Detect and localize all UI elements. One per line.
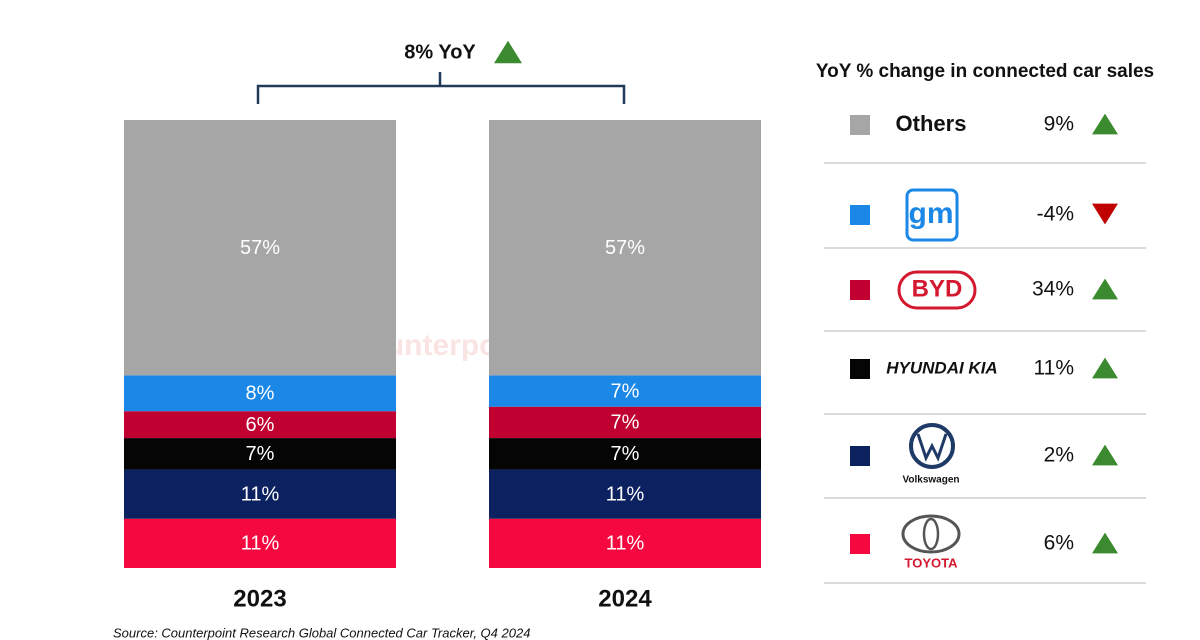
yoy-label: 2% (1044, 444, 1074, 467)
trend-arrow (1092, 444, 1118, 466)
legend-label: gm (909, 197, 954, 230)
legend-swatch (850, 205, 870, 225)
legend-swatch (850, 534, 870, 554)
bar-segment (124, 438, 396, 470)
yoy-label: 34% (1032, 278, 1074, 301)
legend-label: Others (896, 111, 967, 136)
trend-arrow (1092, 278, 1118, 300)
bar-segment (124, 518, 396, 568)
value-label: 7% (246, 443, 275, 465)
value-label: 11% (241, 483, 280, 505)
value-label: 7% (611, 412, 640, 434)
logo-ellipse (901, 514, 961, 554)
bar-segment (124, 411, 396, 439)
value-label: 11% (241, 533, 280, 555)
value-label: 7% (611, 380, 640, 402)
bracket (256, 72, 626, 104)
trend-arrow (1092, 203, 1118, 225)
value-label: 6% (246, 414, 275, 436)
logo-box (897, 270, 977, 310)
value-label: 8% (246, 383, 275, 405)
yoy-label: 6% (1044, 532, 1074, 555)
bar-segment (489, 438, 761, 470)
logo-ellipse (922, 517, 940, 551)
bar-segment (124, 469, 396, 519)
logo-box (905, 188, 959, 242)
legend-label: BYD (912, 275, 963, 302)
logo-mark (916, 433, 948, 462)
bar-segment (489, 375, 761, 407)
yoy-label: 11% (1034, 357, 1074, 380)
legend-swatch (850, 446, 870, 466)
bar-segment (489, 406, 761, 439)
bar-segment (489, 120, 761, 376)
legend-label: HYUNDAI KIA (886, 358, 997, 377)
yoy-label: 9% (1044, 113, 1074, 136)
value-label: 7% (611, 443, 640, 465)
yoy-label: -4% (1037, 203, 1074, 226)
total-yoy-label: 8% YoY (404, 41, 476, 63)
legend-label: TOYOTA (905, 555, 959, 570)
source: Source: Counterpoint Research Global Con… (113, 625, 530, 640)
value-label: 11% (606, 533, 645, 555)
x-tick-label: 2024 (598, 585, 652, 612)
trend-arrow (1092, 113, 1118, 135)
bar-segment (124, 375, 396, 412)
trend-arrow (1092, 532, 1118, 554)
legend-swatch (850, 280, 870, 300)
bar-segment (489, 518, 761, 568)
legend-title: YoY % change in connected car sales (816, 61, 1154, 82)
bar-segment (124, 120, 396, 376)
bar-segment (489, 469, 761, 519)
legend-label: Volkswagen (902, 475, 959, 486)
legend-swatch (850, 359, 870, 379)
x-tick-label: 2023 (233, 585, 286, 612)
legend-swatch (850, 115, 870, 135)
value-label: 57% (605, 237, 645, 259)
value-label: 11% (606, 483, 645, 505)
trend-arrow (1092, 357, 1118, 379)
value-label: 57% (240, 237, 280, 259)
trend-arrow (494, 40, 522, 64)
